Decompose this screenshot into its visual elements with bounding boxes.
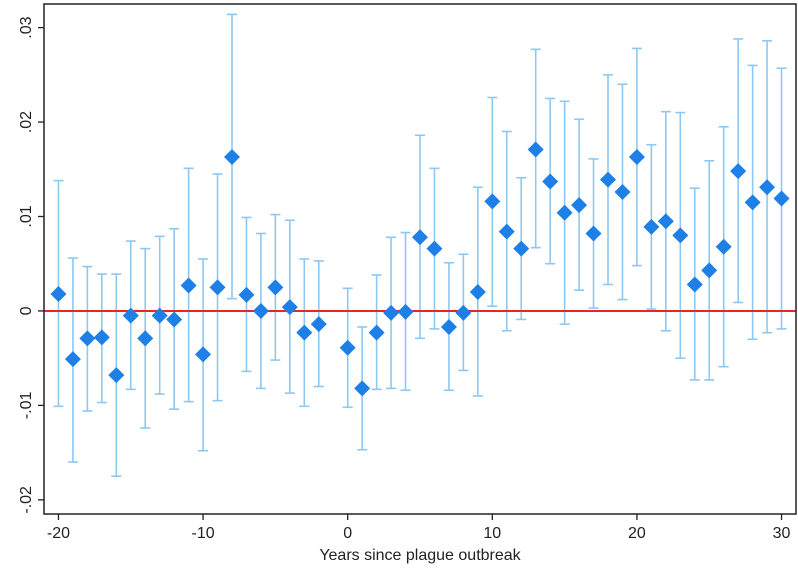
- x-tick-label: -20: [47, 525, 70, 542]
- point-estimate-marker: [571, 197, 588, 214]
- point-estimate-marker: [252, 302, 269, 319]
- point-estimate-marker: [195, 346, 212, 363]
- point-estimate-marker: [600, 171, 616, 188]
- point-estimate-marker: [730, 163, 747, 180]
- point-estimate-marker: [209, 279, 226, 296]
- point-estimate-marker: [397, 303, 414, 320]
- x-axis: -20 -10 0 10 20 30: [47, 514, 791, 542]
- point-estimate-marker: [166, 311, 183, 328]
- plot-frame: [43, 3, 797, 515]
- y-tick-label: -.01: [18, 392, 35, 420]
- x-tick-label: 0: [343, 525, 352, 542]
- point-estimate-marker: [513, 240, 530, 257]
- y-tick-label: .01: [18, 205, 35, 227]
- point-estimate-marker: [368, 324, 385, 341]
- point-estimate-marker: [50, 285, 67, 302]
- point-estimate-marker: [93, 329, 110, 346]
- x-tick-label: -10: [192, 525, 215, 542]
- y-tick-label: .03: [18, 16, 35, 38]
- point-estimate-marker: [412, 229, 428, 246]
- point-estimate-marker: [296, 324, 313, 341]
- point-estimate-marker: [715, 238, 732, 255]
- y-tick-label: .02: [18, 111, 35, 133]
- point-estimate-marker: [310, 316, 327, 333]
- point-estimate-marker: [469, 284, 486, 301]
- point-estimates: [50, 141, 790, 397]
- point-estimate-marker: [339, 339, 356, 356]
- point-estimate-marker: [484, 193, 501, 210]
- y-axis: -.02 -.01 0 .01 .02 .03: [18, 16, 44, 514]
- point-estimate-marker: [151, 307, 168, 324]
- point-estimate-marker: [238, 286, 255, 303]
- point-estimate-marker: [643, 218, 660, 235]
- point-estimate-marker: [585, 225, 602, 242]
- point-estimate-marker: [122, 307, 139, 324]
- point-estimate-marker: [542, 173, 559, 190]
- x-axis-title: Years since plague outbreak: [319, 547, 521, 564]
- point-estimate-marker: [108, 367, 125, 384]
- point-estimate-marker: [426, 240, 443, 257]
- point-estimate-marker: [628, 149, 645, 165]
- point-estimate-marker: [686, 276, 703, 293]
- point-estimate-marker: [354, 380, 371, 397]
- point-estimate-marker: [224, 149, 240, 165]
- y-tick-label: -.02: [18, 486, 35, 514]
- point-estimate-marker: [773, 190, 790, 207]
- point-estimate-marker: [180, 277, 197, 294]
- point-estimate-marker: [79, 330, 96, 347]
- point-estimate-marker: [383, 304, 400, 321]
- point-estimate-marker: [281, 299, 298, 316]
- point-estimate-marker: [267, 279, 284, 296]
- x-tick-label: 30: [773, 525, 791, 542]
- point-estimate-marker: [556, 204, 573, 221]
- x-tick-label: 20: [628, 525, 646, 542]
- point-estimate-marker: [744, 194, 761, 211]
- point-estimate-marker: [455, 304, 472, 321]
- y-tick-label: 0: [18, 306, 35, 315]
- x-tick-label: 10: [483, 525, 501, 542]
- point-estimate-marker: [440, 319, 457, 335]
- point-estimate-marker: [701, 262, 718, 279]
- point-estimate-marker: [672, 227, 689, 244]
- point-estimate-marker: [657, 213, 674, 230]
- point-estimate-marker: [759, 179, 776, 196]
- point-estimate-marker: [498, 223, 515, 240]
- point-estimate-marker: [614, 183, 631, 200]
- point-estimate-marker: [527, 141, 544, 158]
- point-estimate-marker: [137, 330, 154, 347]
- point-estimate-marker: [64, 351, 81, 368]
